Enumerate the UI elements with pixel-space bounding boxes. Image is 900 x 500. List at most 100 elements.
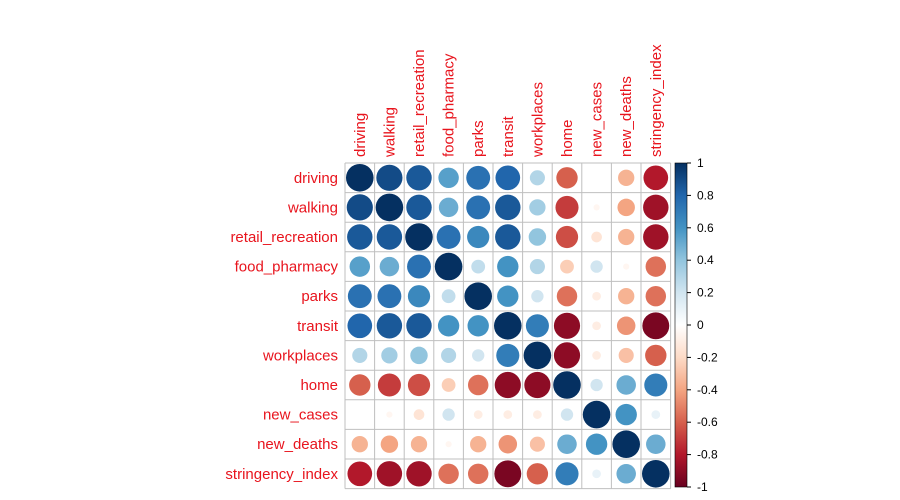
corr-circle-driving-food_pharmacy [438, 167, 459, 189]
corr-circle-workplaces-transit [496, 343, 520, 367]
corr-circle-new_deaths-parks [470, 436, 487, 453]
corr-circle-home-driving [349, 374, 371, 396]
corr-circle-new_cases-food_pharmacy [442, 408, 455, 421]
corr-circle-walking-new_cases [593, 204, 600, 211]
corr-circle-stringency_index-food_pharmacy [438, 463, 459, 485]
corr-circle-transit-parks [467, 315, 489, 337]
colorbar-tick-label: -0.6 [697, 415, 718, 429]
corr-circle-workplaces-home [553, 342, 581, 369]
corr-circle-parks-new_cases [592, 291, 601, 301]
corr-circle-parks-walking [377, 284, 402, 309]
corr-circle-food_pharmacy-new_cases [590, 260, 603, 273]
corr-circle-driving-walking [376, 164, 403, 191]
corr-circle-new_deaths-stringency_index [646, 434, 666, 454]
colorbar-tick-label: -0.2 [697, 350, 718, 364]
corr-circle-driving-parks [466, 165, 491, 190]
row-label-new_deaths: new_deaths [257, 436, 338, 453]
row-labels: driving walking retail_recreation food_phar… [225, 170, 338, 483]
corr-circle-driving-workplaces [529, 170, 545, 186]
colorbar-tick-label: 0.4 [697, 253, 714, 267]
corr-circle-retail_recreation-new_deaths [618, 228, 635, 246]
corr-circle-food_pharmacy-transit [497, 255, 519, 278]
corr-circle-food_pharmacy-home [560, 259, 574, 274]
row-label-driving: driving [294, 170, 338, 187]
colorbar-tick-label: 0.8 [697, 188, 714, 202]
corr-circle-food_pharmacy-driving [349, 256, 371, 277]
colorbar-gradient [674, 162, 688, 488]
corr-circle-food_pharmacy-walking [379, 256, 400, 277]
corr-circle-new_cases-transit [503, 410, 513, 419]
corr-circle-workplaces-new_deaths [618, 347, 634, 363]
row-label-transit: transit [297, 318, 339, 335]
corr-circle-food_pharmacy-new_deaths [623, 263, 630, 270]
corr-circle-food_pharmacy-workplaces [529, 259, 545, 275]
corr-circle-walking-parks [466, 195, 491, 220]
corr-circle-transit-retail_recreation [406, 313, 432, 339]
corr-circle-parks-food_pharmacy [441, 289, 456, 304]
column-label-retail_recreation: retail_recreation [411, 49, 428, 157]
corr-circle-parks-workplaces [531, 290, 544, 303]
corr-circle-parks-home [556, 285, 578, 307]
colorbar-tick-label: -0.8 [697, 448, 718, 462]
row-label-food_pharmacy: food_pharmacy [235, 259, 339, 276]
grid-layer [344, 162, 672, 490]
row-label-stringency_index: stringency_index [225, 466, 338, 483]
corr-circle-stringency_index-parks [467, 463, 489, 485]
corr-circle-walking-transit [495, 194, 521, 221]
corr-circle-workplaces-stringency_index [645, 344, 667, 367]
corr-circle-food_pharmacy-stringency_index [645, 256, 667, 277]
corr-circle-home-stringency_index [644, 373, 668, 397]
column-label-parks: parks [470, 120, 487, 157]
corr-circle-home-food_pharmacy [441, 378, 456, 392]
corr-circle-transit-driving [347, 313, 373, 339]
corr-circle-food_pharmacy-retail_recreation [407, 254, 431, 279]
corr-circle-driving-home [556, 167, 578, 189]
column-label-food_pharmacy: food_pharmacy [441, 53, 458, 157]
colorbar-tick-label: -0.4 [697, 383, 718, 397]
corr-circle-stringency_index-retail_recreation [406, 461, 432, 487]
corr-circle-new_deaths-driving [351, 436, 368, 453]
corr-circle-new_cases-new_cases [582, 400, 611, 429]
corr-circle-stringency_index-workplaces [526, 463, 549, 485]
corr-circle-home-retail_recreation [407, 373, 431, 397]
corr-circle-driving-transit [495, 165, 521, 191]
corr-circle-stringency_index-home [555, 462, 579, 486]
corr-circle-walking-food_pharmacy [438, 197, 459, 218]
corr-circle-retail_recreation-new_cases [591, 231, 602, 243]
column-labels: driving walking retail_recreation food_phar… [352, 44, 665, 158]
circle-layer [346, 164, 670, 488]
corr-circle-driving-driving [346, 164, 374, 192]
corr-circle-stringency_index-new_deaths [616, 464, 636, 484]
colorbar-tick-label: 1 [697, 156, 704, 170]
colorbar-tick-label: -1 [697, 480, 708, 494]
corr-circle-food_pharmacy-food_pharmacy [434, 252, 463, 281]
corr-circle-new_deaths-workplaces [529, 436, 545, 452]
corr-circle-walking-home [555, 195, 579, 219]
corr-circle-home-new_cases [590, 378, 603, 392]
corr-circle-transit-workplaces [525, 314, 549, 338]
corr-circle-home-new_deaths [616, 375, 636, 395]
corr-circle-retail_recreation-transit [495, 224, 521, 250]
corr-circle-new_deaths-new_cases [585, 433, 608, 455]
column-label-stringency_index: stringency_index [648, 44, 665, 157]
corr-circle-parks-new_deaths [618, 288, 635, 305]
corr-circle-workplaces-driving [352, 347, 368, 363]
corr-circle-stringency_index-stringency_index [642, 460, 670, 488]
corr-circle-retail_recreation-retail_recreation [405, 223, 433, 251]
corr-circle-food_pharmacy-parks [471, 259, 486, 274]
row-label-workplaces: workplaces [262, 347, 338, 364]
corr-circle-parks-parks [464, 282, 493, 311]
column-label-transit: transit [500, 115, 517, 157]
corr-circle-walking-workplaces [529, 199, 546, 216]
corr-circle-new_deaths-new_deaths [612, 430, 640, 459]
corr-circle-new_cases-new_deaths [615, 403, 637, 426]
corr-circle-retail_recreation-driving [347, 224, 373, 250]
corr-circle-transit-stringency_index [642, 312, 670, 340]
corr-circle-walking-new_deaths [617, 198, 635, 217]
corr-circle-transit-transit [494, 312, 522, 340]
corr-circle-new_cases-stringency_index [651, 410, 661, 419]
row-label-parks: parks [301, 288, 338, 305]
corr-circle-transit-new_deaths [616, 316, 636, 336]
corr-circle-retail_recreation-walking [376, 224, 403, 250]
